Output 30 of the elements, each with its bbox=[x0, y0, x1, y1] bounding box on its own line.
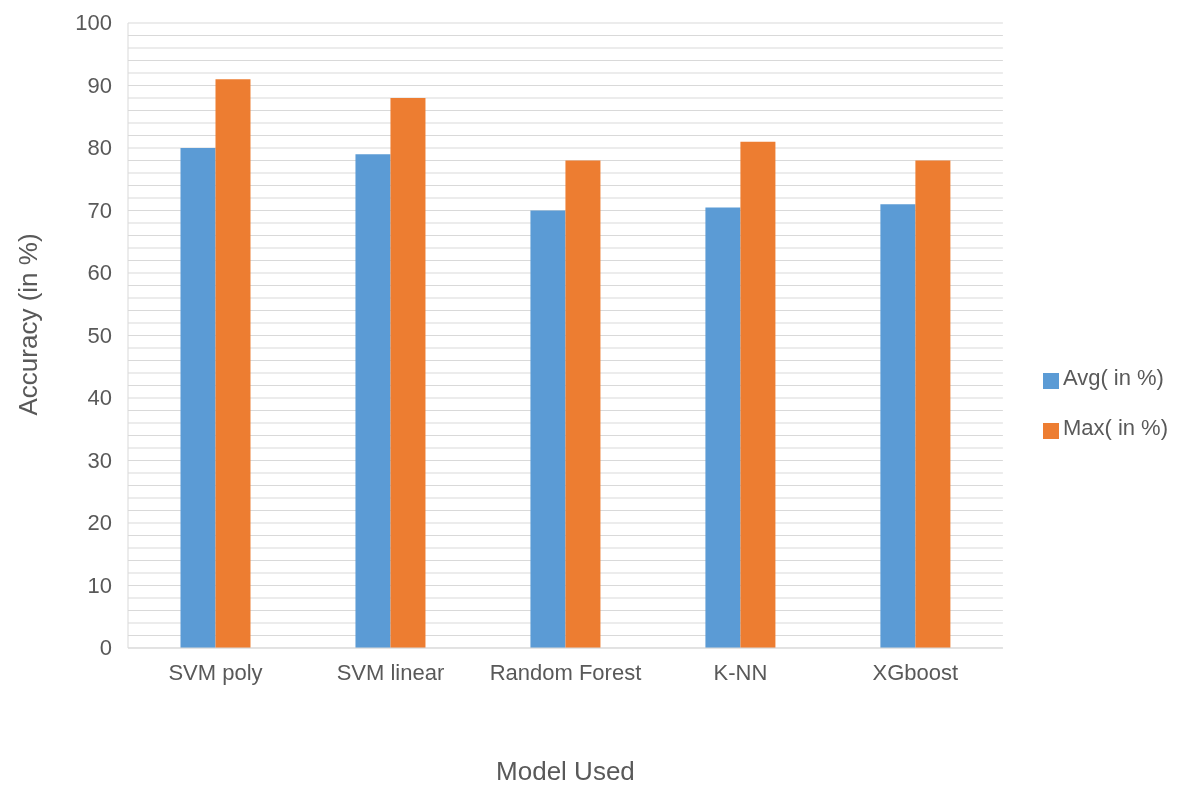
y-tick-label: 60 bbox=[87, 260, 112, 285]
bar bbox=[390, 98, 426, 648]
y-tick-label: 90 bbox=[87, 72, 112, 98]
legend-label: Avg( in %) bbox=[1062, 365, 1164, 390]
bar bbox=[215, 79, 251, 648]
x-tick-label: XGboost bbox=[872, 659, 959, 685]
y-tick-label: 70 bbox=[87, 197, 112, 223]
bar bbox=[880, 204, 916, 648]
x-axis-title: Model Used bbox=[496, 756, 635, 786]
y-tick-label: 30 bbox=[87, 447, 112, 473]
y-tick-label: 0 bbox=[99, 635, 112, 660]
y-tick-label: 80 bbox=[87, 135, 112, 160]
y-axis-title: Accuracy (in %) bbox=[13, 233, 44, 416]
bar bbox=[355, 154, 391, 648]
legend-label: Max( in %) bbox=[1062, 415, 1168, 440]
y-tick-label: 50 bbox=[87, 322, 112, 348]
x-tick-label: SVM linear bbox=[336, 659, 445, 685]
bar bbox=[740, 141, 776, 648]
bar bbox=[180, 148, 216, 648]
y-tick-label: 10 bbox=[87, 572, 112, 598]
x-tick-label: Random Forest bbox=[489, 659, 642, 685]
y-tick-label: 40 bbox=[87, 385, 112, 410]
bar bbox=[530, 210, 566, 648]
bar bbox=[915, 160, 951, 648]
x-tick-label: K-NN bbox=[713, 659, 768, 685]
y-tick-label: 20 bbox=[87, 510, 112, 535]
x-tick-label: SVM poly bbox=[168, 659, 263, 685]
y-tick-label: 100 bbox=[75, 10, 112, 35]
bar bbox=[565, 160, 601, 648]
bar bbox=[705, 207, 741, 648]
